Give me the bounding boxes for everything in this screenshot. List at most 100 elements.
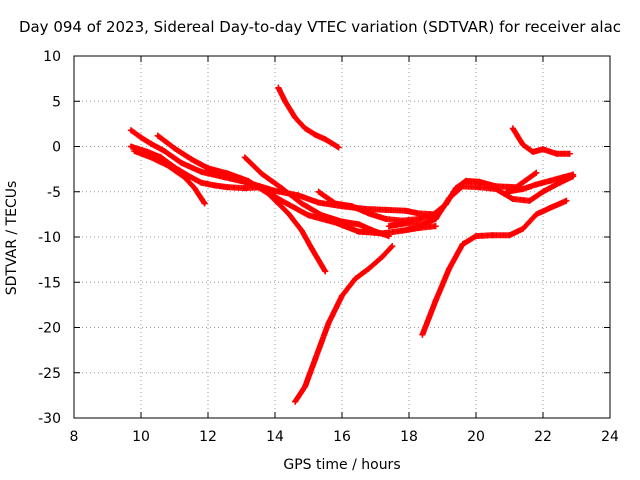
data-point xyxy=(429,212,436,219)
data-point xyxy=(509,195,516,202)
x-axis-label: GPS time / hours xyxy=(283,457,401,473)
data-point xyxy=(519,141,526,148)
x-tick-label: 8 xyxy=(70,429,79,445)
y-tick-label: -15 xyxy=(38,275,61,291)
x-tick-label: 20 xyxy=(467,429,485,445)
data-point xyxy=(148,140,155,147)
y-tick-label: -20 xyxy=(38,321,61,337)
data-point xyxy=(560,174,567,181)
data-point xyxy=(365,265,372,272)
data-point xyxy=(275,84,282,91)
data-point xyxy=(211,182,218,189)
data-point xyxy=(529,148,536,155)
data-point xyxy=(278,197,285,204)
data-point xyxy=(127,143,134,150)
data-point xyxy=(563,197,570,204)
data-point xyxy=(241,185,248,192)
data-point xyxy=(533,181,540,188)
data-point xyxy=(312,356,319,363)
data-point xyxy=(402,207,409,214)
data-point xyxy=(198,168,205,175)
data-point xyxy=(503,188,510,195)
data-point xyxy=(462,177,469,184)
data-point xyxy=(476,184,483,191)
y-tick-label: -25 xyxy=(38,366,61,382)
x-tick-label: 22 xyxy=(534,429,552,445)
data-point xyxy=(318,212,325,219)
data-point xyxy=(154,132,161,139)
data-point xyxy=(519,225,526,232)
data-point xyxy=(258,170,265,177)
x-tick-label: 24 xyxy=(601,429,619,445)
data-point xyxy=(385,233,392,240)
data-point xyxy=(228,174,235,181)
data-point xyxy=(272,187,278,194)
series-track-i xyxy=(292,243,396,405)
data-point xyxy=(399,227,406,234)
data-point xyxy=(241,154,248,161)
data-point xyxy=(509,125,516,132)
data-point xyxy=(298,227,305,234)
data-point xyxy=(473,233,479,240)
data-point xyxy=(533,211,540,218)
data-point xyxy=(181,174,188,181)
grid xyxy=(74,56,610,418)
y-tick-label: 0 xyxy=(52,140,61,156)
data-point xyxy=(188,156,195,163)
data-point xyxy=(446,265,453,272)
data-point xyxy=(355,228,362,235)
axis-ticks: 8 10 12 14 16 18 20 22 24 10 5 0 -5 -10 -15 -20 -25 -30 xyxy=(38,49,619,445)
series-track-j xyxy=(419,197,570,338)
series-track-k xyxy=(385,173,577,230)
data-point xyxy=(419,221,426,228)
x-tick-label: 10 xyxy=(132,429,150,445)
data-point xyxy=(255,183,262,190)
data-point xyxy=(198,179,205,186)
plot-frame xyxy=(73,55,611,419)
data-point xyxy=(322,136,329,143)
data-point xyxy=(382,215,389,222)
data-point xyxy=(553,150,560,157)
data-point xyxy=(205,167,211,174)
x-tick-label: 16 xyxy=(333,429,351,445)
x-tick-label: 14 xyxy=(266,429,284,445)
data-point xyxy=(526,197,533,204)
series-marks xyxy=(275,84,342,151)
chart-title: Day 094 of 2023, Sidereal Day-to-day VTE… xyxy=(18,18,622,36)
data-point xyxy=(315,199,322,206)
data-point xyxy=(302,383,309,390)
series-track-g xyxy=(241,154,392,240)
data-point xyxy=(315,188,322,195)
data-point xyxy=(419,331,426,338)
data-point xyxy=(148,154,155,161)
y-tick-label: -10 xyxy=(38,230,61,246)
series-marks xyxy=(509,125,573,157)
data-point xyxy=(432,297,439,304)
data-point xyxy=(365,210,372,217)
data-point xyxy=(459,183,466,190)
data-point xyxy=(416,215,423,222)
data-point xyxy=(476,178,483,185)
data-point xyxy=(292,398,299,405)
data-point xyxy=(191,185,198,192)
data-point xyxy=(164,162,171,169)
data-point xyxy=(540,146,546,153)
data-point xyxy=(178,159,185,166)
data-point xyxy=(489,232,496,239)
data-point xyxy=(292,114,299,121)
data-point xyxy=(138,134,144,141)
series-track-d xyxy=(131,148,208,207)
data-point xyxy=(305,212,312,219)
data-point xyxy=(459,241,466,248)
y-tick-label: -30 xyxy=(38,411,61,427)
data-point xyxy=(382,206,389,213)
data-point xyxy=(385,223,392,230)
data-point xyxy=(546,205,553,212)
data-point xyxy=(379,253,386,260)
data-point xyxy=(298,200,305,207)
data-point xyxy=(312,131,319,138)
data-point xyxy=(127,127,134,134)
data-point xyxy=(546,177,553,184)
data-point xyxy=(540,188,546,195)
data-point xyxy=(282,98,289,105)
